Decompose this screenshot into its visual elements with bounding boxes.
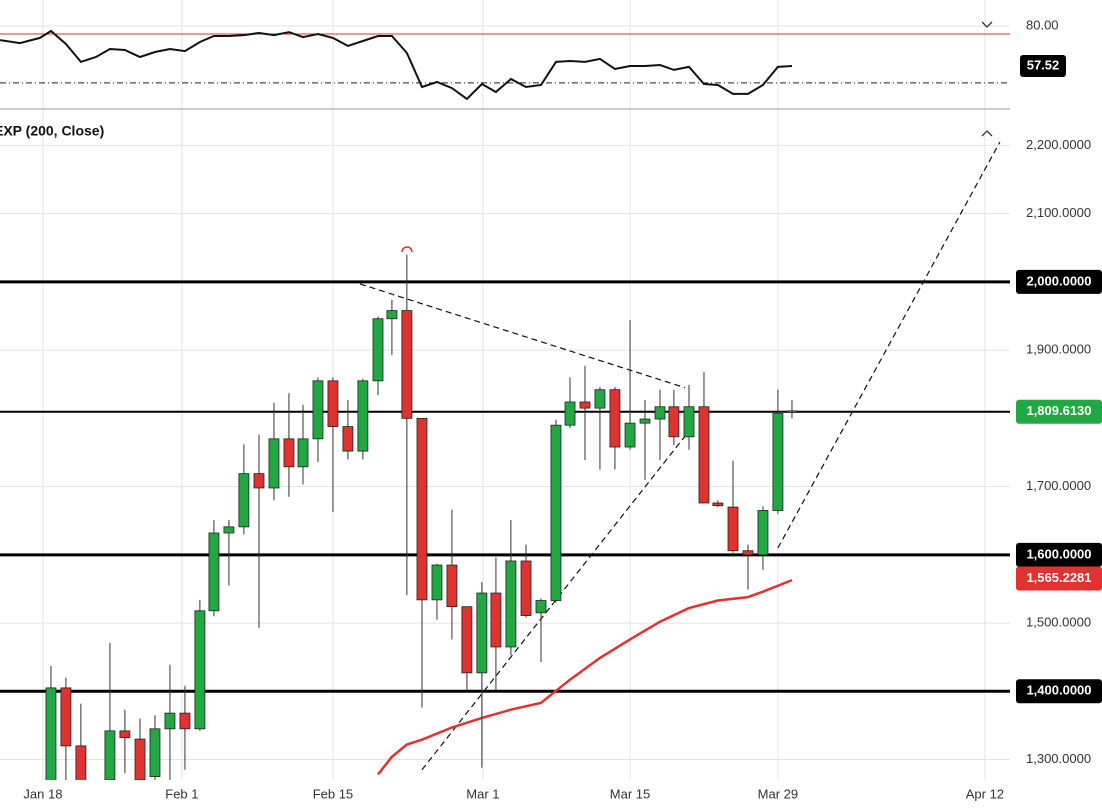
candle-body	[594, 389, 606, 409]
level-box	[1016, 542, 1102, 567]
candle-body	[505, 560, 517, 648]
candle-body	[357, 380, 369, 452]
axes: Jan 18 Feb 1 Feb 15 Mar 1 Mar 15 Mar 29 Apr 12…	[23, 17, 1102, 801]
rsi-pane	[0, 29, 1010, 101]
indicator-label: EXP (200, Close)	[0, 123, 104, 139]
candle-body	[712, 502, 724, 507]
last-value-label: 57.52	[1027, 57, 1060, 72]
candle-body	[60, 687, 72, 747]
candle-body	[268, 438, 280, 489]
candle-body	[208, 532, 220, 612]
candle-body	[579, 401, 591, 409]
ma-value-label: 1,565.2281	[1026, 570, 1091, 585]
candle-body	[476, 592, 488, 674]
candle-body	[550, 424, 562, 601]
y-tick-label: 2,200.0000	[1026, 137, 1091, 152]
level-box	[1016, 269, 1102, 294]
y-tick-label: 1,900.0000	[1026, 342, 1091, 357]
level-box	[1016, 679, 1102, 704]
x-tick-label: Feb 1	[165, 786, 198, 801]
candle-body	[757, 510, 769, 556]
candle-body	[283, 438, 295, 468]
candle-body	[179, 712, 191, 730]
price-pane	[0, 141, 1010, 780]
candle-body	[327, 380, 339, 427]
candle-body	[446, 564, 458, 608]
level-box	[1016, 399, 1102, 424]
candle-body	[342, 426, 354, 452]
candle-body	[372, 318, 384, 382]
candle-body	[297, 438, 309, 468]
candle-body	[149, 728, 161, 777]
candle-body	[624, 422, 636, 448]
candle-body	[564, 401, 576, 426]
level-label: 1,809.6130	[1026, 403, 1091, 418]
trendline	[421, 429, 691, 771]
moving-average	[377, 578, 793, 776]
candle-body	[535, 600, 547, 614]
collapse-icon[interactable]	[981, 21, 993, 28]
candle-body	[416, 417, 428, 601]
y-tick-label: 1,300.0000	[1026, 751, 1091, 766]
candle-body	[253, 473, 265, 489]
x-tick-label: Mar 15	[610, 786, 650, 801]
level-label: 1,400.0000	[1026, 683, 1091, 698]
last-value-box	[1020, 54, 1066, 77]
x-tick-label: Mar 29	[758, 786, 798, 801]
candle-body	[75, 745, 87, 780]
candle-body	[45, 687, 57, 780]
x-tick-label: Apr 12	[966, 786, 1004, 801]
trendline	[359, 283, 686, 389]
ma-value-box	[1016, 566, 1102, 591]
candle-body	[223, 526, 235, 534]
y-tick-label: 1,700.0000	[1026, 478, 1091, 493]
level-label: 1,600.0000	[1026, 546, 1091, 561]
candle-body	[461, 606, 473, 674]
x-tick-label: Jan 18	[23, 786, 62, 801]
candle-body	[786, 410, 798, 413]
indicator-line	[0, 29, 793, 101]
candle-body	[639, 418, 651, 424]
candle-body	[698, 406, 710, 504]
candle-body	[431, 564, 443, 601]
candle-body	[104, 730, 116, 780]
trendline	[777, 141, 1001, 549]
candle-body	[134, 738, 146, 780]
candle-body	[312, 380, 324, 440]
candle-body	[386, 310, 398, 320]
candle-body	[654, 406, 666, 420]
candle-body	[119, 730, 131, 739]
candle-body	[727, 506, 739, 552]
high-marker	[401, 246, 413, 253]
x-tick-label: Mar 1	[466, 786, 499, 801]
expand-icon[interactable]	[981, 130, 993, 137]
candle-body	[609, 389, 621, 448]
candle-body	[683, 406, 695, 438]
candle-body	[238, 473, 250, 528]
candle-body	[401, 310, 413, 419]
y-tick-label: 80.00	[1026, 17, 1059, 32]
candle-body	[668, 406, 680, 438]
candle-body	[164, 712, 176, 730]
x-tick-label: Feb 15	[313, 786, 353, 801]
candle-body	[772, 413, 784, 511]
candle-body	[194, 610, 206, 730]
candle-body	[742, 550, 754, 556]
candle-body	[490, 592, 502, 648]
y-tick-label: 2,100.0000	[1026, 205, 1091, 220]
y-tick-label: 1,500.0000	[1026, 615, 1091, 630]
candle-body	[520, 560, 532, 616]
level-label: 2,000.0000	[1026, 273, 1091, 288]
